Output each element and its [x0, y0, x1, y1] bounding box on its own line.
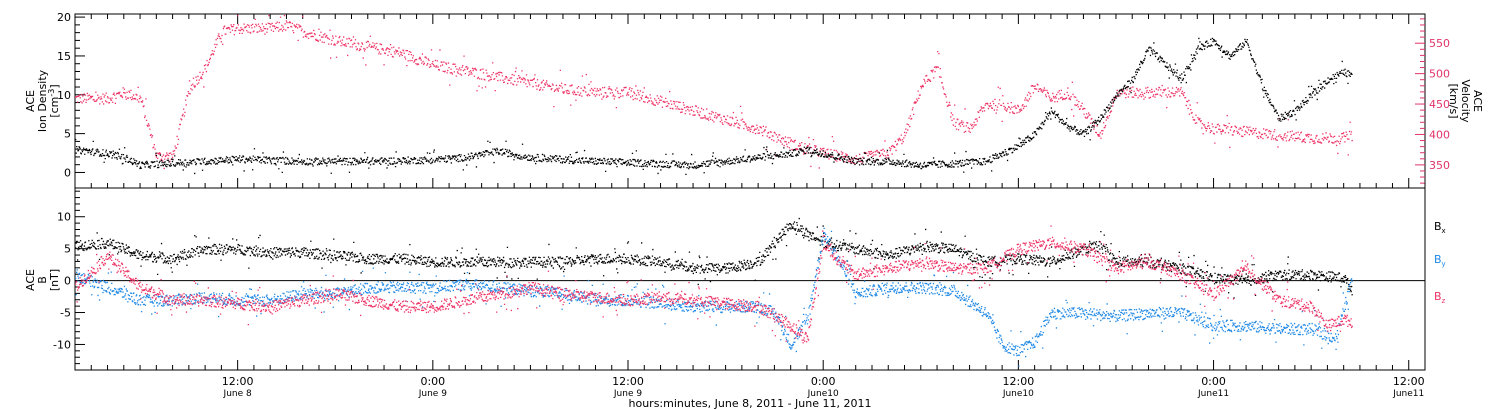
- date-tick-label: June 8: [223, 389, 252, 399]
- density-tick-label: 0: [64, 166, 71, 179]
- field-tick-label: 10: [57, 211, 71, 224]
- time-tick-label: 12:00: [1003, 375, 1035, 388]
- field-tick-label: -5: [60, 307, 71, 320]
- date-tick-label: June 9: [418, 389, 447, 399]
- velocity-tick-label: 450: [1429, 98, 1450, 111]
- field-panel-frame: [74, 187, 1426, 371]
- density-ylabel-line1: ACE: [24, 90, 37, 112]
- date-tick-label: June10: [807, 389, 839, 399]
- velocity-tick-label: 550: [1429, 37, 1450, 50]
- time-tick-label: 12:00: [612, 375, 644, 388]
- velocity-ylabel-unit: [km/s]: [1447, 83, 1460, 118]
- date-tick-label: June10: [1002, 389, 1034, 399]
- density-tick-label: 5: [64, 128, 71, 141]
- plasma-data-layer: [75, 15, 1353, 175]
- density-tick-label: 10: [57, 89, 71, 102]
- density-tick-label: 20: [57, 11, 71, 24]
- date-tick-label: June11: [1197, 389, 1229, 399]
- time-tick-label: 12:00: [222, 375, 254, 388]
- density-ylabel-unit: [cm-3]: [47, 84, 61, 117]
- field-data-layer: [75, 217, 1353, 367]
- velocity-tick-label: 350: [1429, 159, 1450, 172]
- time-tick-label: 12:00: [1393, 375, 1425, 388]
- velocity-series: [75, 15, 1353, 170]
- velocity-axis-ticks: 350 400 450 500 550: [1415, 18, 1450, 184]
- date-tick-label: June11: [1392, 389, 1424, 399]
- time-axis-title: hours:minutes, June 8, 2011 - June 11, 2…: [629, 397, 872, 410]
- time-tick-label: 0:00: [420, 375, 445, 388]
- bx-series: [75, 217, 1353, 299]
- by-series: [75, 227, 1353, 367]
- field-tick-label: -10: [53, 338, 71, 351]
- density-tick-label: 15: [57, 50, 71, 63]
- bz-series: [75, 225, 1353, 344]
- field-ylabel-line1: ACE: [24, 269, 37, 291]
- legend-by: By: [1434, 253, 1446, 268]
- date-tick-label: June 9: [613, 389, 642, 399]
- velocity-tick-label: 400: [1429, 128, 1450, 141]
- density-ylabel-line2: Ion Density: [36, 69, 49, 132]
- field-tick-label: 0: [64, 275, 71, 288]
- velocity-tick-label: 500: [1429, 68, 1450, 81]
- density-axis-ticks: 0 5 10 15 20: [57, 11, 85, 179]
- time-tick-label: 0:00: [1201, 375, 1226, 388]
- velocity-ylabel-line2: Velocity: [1459, 79, 1472, 123]
- field-ylabel-line2: B: [36, 276, 49, 284]
- velocity-ylabel-line1: ACE: [1471, 90, 1484, 112]
- legend-bx: Bx: [1434, 220, 1446, 235]
- field-tick-label: 5: [64, 243, 71, 256]
- legend-bz: Bz: [1434, 290, 1446, 305]
- time-tick-label: 0:00: [811, 375, 836, 388]
- density-series: [75, 37, 1353, 175]
- field-ylabel-unit: [nT]: [48, 269, 61, 291]
